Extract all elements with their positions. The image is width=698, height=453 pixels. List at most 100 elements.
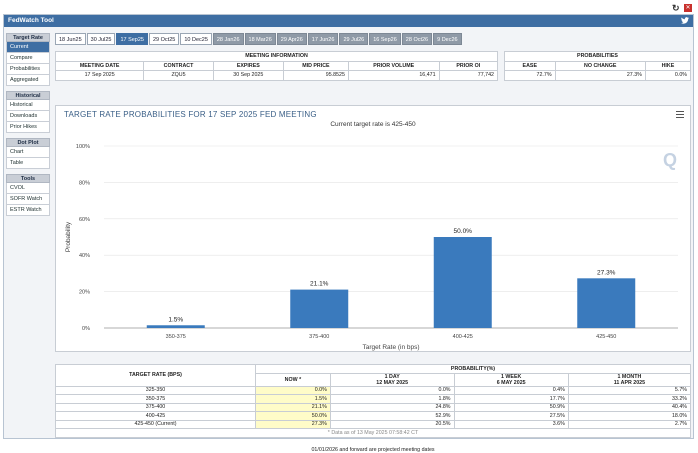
probability-cell: 50.9% xyxy=(453,402,569,412)
sidebar-heading: Target Rate xyxy=(6,33,50,42)
sidebar-group: Tools CVOL SOFR Watch ESTR Watch xyxy=(6,174,50,216)
chart-title: TARGET RATE PROBABILITIES FOR 17 SEP 202… xyxy=(64,110,317,119)
probability-cell: 3.6% xyxy=(453,419,569,429)
main-panel: 18 Jun25 30 Jul25 17 Sep25 29 Oct25 10 Dec25… xyxy=(54,29,692,453)
probability-cell: 0.4% xyxy=(453,385,569,395)
probability-header: PROBABILITY(%) xyxy=(255,364,691,374)
meeting-info-value: 30 Sep 2025 xyxy=(212,70,284,81)
sidebar-item-cvol[interactable]: CVOL xyxy=(6,183,50,194)
bar-value-label: 1.5% xyxy=(168,316,183,323)
sidebar-item-estr-watch[interactable]: ESTR Watch xyxy=(6,205,50,216)
app-title: FedWatch Tool xyxy=(8,17,54,24)
bar-400-425 xyxy=(433,237,492,328)
probability-cell: 50.0% xyxy=(255,411,331,421)
subheader-line1: 1 MONTH xyxy=(617,373,642,380)
projected-dates-note: 01/01/2026 and forward are projected mee… xyxy=(311,447,435,453)
probability-subheader: NOW * xyxy=(255,372,331,387)
x-axis-title: Target Rate (in bps) xyxy=(362,344,419,351)
probabilities-value: 27.3% xyxy=(554,70,646,81)
meeting-info-header: MID PRICE xyxy=(282,60,349,71)
probability-cell: 20.5% xyxy=(329,419,455,429)
x-tick-label: 400-425 xyxy=(453,334,473,340)
subheader-line2: 6 MAY 2025 xyxy=(496,379,526,386)
tab-9-dec26[interactable]: 9 Dec26 xyxy=(433,33,462,45)
y-tick-label: 40% xyxy=(79,253,90,259)
tab-29-apr26[interactable]: 29 Apr26 xyxy=(276,33,307,45)
twitter-icon[interactable] xyxy=(681,16,689,28)
target-rate-cell: 350-375 xyxy=(55,394,256,404)
table-row: 375-400 21.1% 24.8% 50.9% 40.4% xyxy=(55,402,692,412)
bar-value-label: 21.1% xyxy=(310,281,329,288)
tab-16-sep26[interactable]: 16 Sep26 xyxy=(369,33,401,45)
tab-30-jul25[interactable]: 30 Jul25 xyxy=(86,33,116,45)
x-tick-label: 350-375 xyxy=(166,334,186,340)
sidebar-item-chart[interactable]: Chart xyxy=(6,147,50,158)
sidebar-group: Historical Historical Downloads Prior Hikes xyxy=(6,91,50,133)
tab-29-jul26[interactable]: 29 Jul26 xyxy=(339,33,369,45)
meeting-info-value: 95.8525 xyxy=(282,70,349,81)
meeting-info-value: 16,471 xyxy=(347,70,440,81)
tab-18-jun25[interactable]: 18 Jun25 xyxy=(55,33,86,45)
sidebar-item-historical[interactable]: Historical xyxy=(6,100,50,111)
bar-value-label: 27.3% xyxy=(597,269,616,276)
bar-350-375 xyxy=(146,325,205,328)
meeting-info-header: EXPIRES xyxy=(212,60,284,71)
probability-cell: 24.8% xyxy=(329,402,455,412)
sidebar-item-current[interactable]: Current xyxy=(6,42,50,53)
refresh-icon[interactable]: ↻ xyxy=(672,3,680,13)
sidebar-item-compare[interactable]: Compare xyxy=(6,53,50,64)
tab-17-sep25[interactable]: 17 Sep25 xyxy=(116,33,148,45)
subheader-line2: 11 APR 2025 xyxy=(613,379,646,386)
bar-value-label: 50.0% xyxy=(454,228,473,235)
info-tables: MEETING INFORMATION MEETING DATE CONTRACT… xyxy=(54,51,692,81)
probability-cell: 1.8% xyxy=(329,394,455,404)
probability-subheader: 1 MONTH 11 APR 2025 xyxy=(567,372,692,387)
bar-375-400 xyxy=(290,289,349,328)
meeting-info-value: 17 Sep 2025 xyxy=(54,70,145,81)
tab-17-jun26[interactable]: 17 Jun26 xyxy=(307,33,339,45)
tab-29-oct25[interactable]: 29 Oct25 xyxy=(149,33,180,45)
target-rate-cell: 400-425 xyxy=(55,411,256,421)
sidebar-item-sofr-watch[interactable]: SOFR Watch xyxy=(6,194,50,205)
sidebar-heading: Dot Plot xyxy=(6,138,50,147)
tab-10-dec25[interactable]: 10 Dec25 xyxy=(180,33,212,45)
meeting-tabs: 18 Jun25 30 Jul25 17 Sep25 29 Oct25 10 Dec25… xyxy=(55,33,691,46)
probability-cell: 27.5% xyxy=(453,411,569,421)
probability-history-table: TARGET RATE (BPS) PROBABILITY(%) NOW * 1 … xyxy=(55,364,692,438)
sidebar-item-aggregated[interactable]: Aggregated xyxy=(6,75,50,86)
meeting-information-table: MEETING INFORMATION MEETING DATE CONTRACT… xyxy=(54,51,499,81)
probabilities-header: EASE xyxy=(504,60,556,71)
probabilities-header: HIKE xyxy=(644,60,692,71)
chart-subtitle: Current target rate is 425-450 xyxy=(330,121,416,128)
table-row: 325-350 0.0% 0.0% 0.4% 5.7% xyxy=(55,385,692,395)
probability-cell: 2.7% xyxy=(567,419,692,429)
tab-28-oct26[interactable]: 28 Oct26 xyxy=(401,33,433,45)
y-tick-label: 100% xyxy=(76,144,90,150)
meeting-information-title: MEETING INFORMATION xyxy=(55,51,498,62)
target-rate-cell: 425-450 (Current) xyxy=(55,419,256,429)
y-axis-title: Probability xyxy=(65,221,72,252)
probability-cell: 21.1% xyxy=(255,402,331,412)
probabilities-value: 72.7% xyxy=(504,70,556,81)
sidebar-heading: Tools xyxy=(6,174,50,183)
probability-subheader: 1 WEEK 6 MAY 2025 xyxy=(453,372,569,387)
tab-18-mar26[interactable]: 18 Mar26 xyxy=(244,33,276,45)
chart-menu-icon[interactable] xyxy=(676,111,684,120)
sidebar-item-prior-hikes[interactable]: Prior Hikes xyxy=(6,122,50,133)
probability-subheader: 1 DAY 12 MAY 2025 xyxy=(329,372,455,387)
meeting-info-header: MEETING DATE xyxy=(54,60,145,71)
probability-cell: 40.4% xyxy=(567,402,692,412)
sidebar-item-table[interactable]: Table xyxy=(6,158,50,169)
meeting-info-value: 77,742 xyxy=(438,70,499,81)
probability-cell: 18.0% xyxy=(567,411,692,421)
x-tick-label: 375-400 xyxy=(309,334,329,340)
meeting-info-header: PRIOR OI xyxy=(438,60,499,71)
probability-cell: 17.7% xyxy=(453,394,569,404)
sidebar-item-probabilities[interactable]: Probabilities xyxy=(6,64,50,75)
sidebar-item-downloads[interactable]: Downloads xyxy=(6,111,50,122)
tab-28-jan26[interactable]: 28 Jan26 xyxy=(212,33,244,45)
table-row: 425-450 (Current) 27.3% 20.5% 3.6% 2.7% xyxy=(55,419,692,429)
close-icon[interactable]: ✕ xyxy=(684,4,692,12)
fedwatch-frame: FedWatch Tool Target Rate Current Compare P… xyxy=(3,14,694,453)
table-row: 400-425 50.0% 52.9% 27.5% 18.0% xyxy=(55,411,692,421)
